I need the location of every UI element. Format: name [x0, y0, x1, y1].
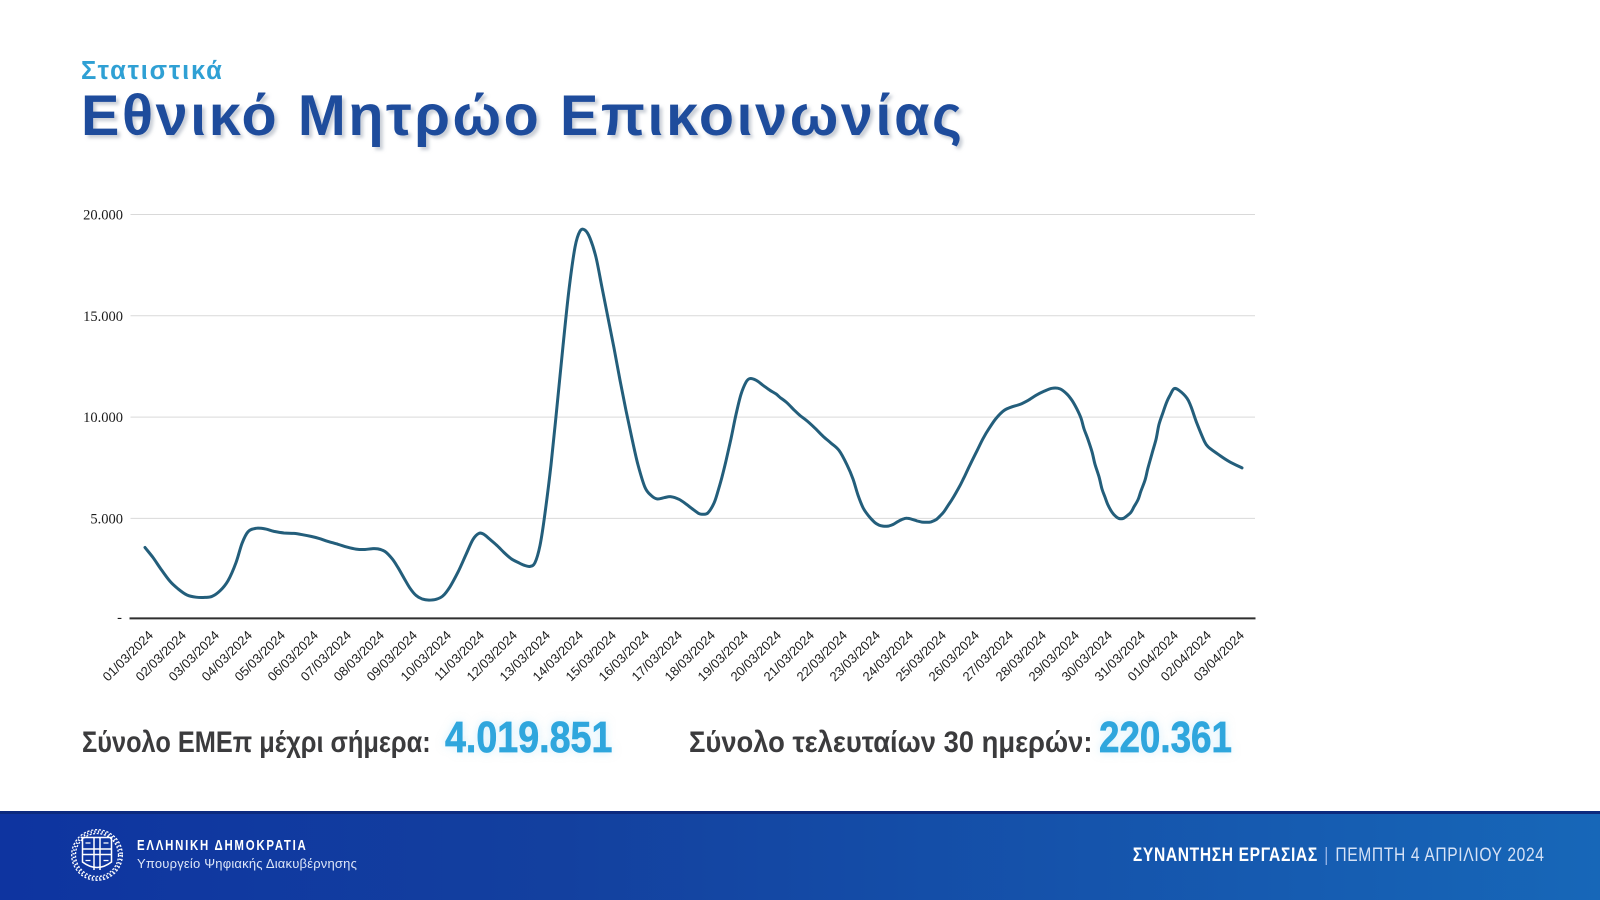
svg-text:20.000: 20.000 [83, 208, 123, 224]
svg-text:10.000: 10.000 [83, 410, 123, 426]
svg-text:5.000: 5.000 [90, 511, 123, 527]
svg-text:15.000: 15.000 [83, 309, 123, 325]
svg-text:-: - [117, 610, 122, 626]
